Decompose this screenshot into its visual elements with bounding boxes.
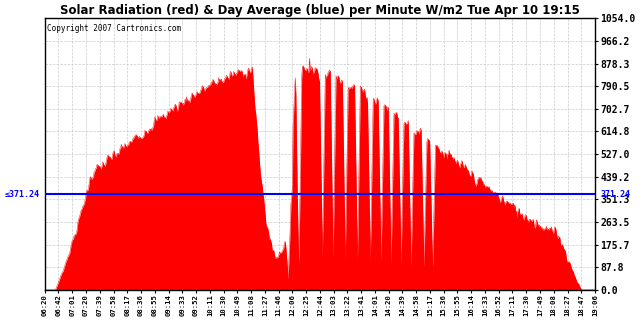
Title: Solar Radiation (red) & Day Average (blue) per Minute W/m2 Tue Apr 10 19:15: Solar Radiation (red) & Day Average (blu… — [60, 4, 580, 17]
Text: ≤371.24: ≤371.24 — [4, 190, 39, 199]
Text: 371.24: 371.24 — [600, 190, 630, 199]
Text: Copyright 2007 Cartronics.com: Copyright 2007 Cartronics.com — [47, 24, 182, 33]
